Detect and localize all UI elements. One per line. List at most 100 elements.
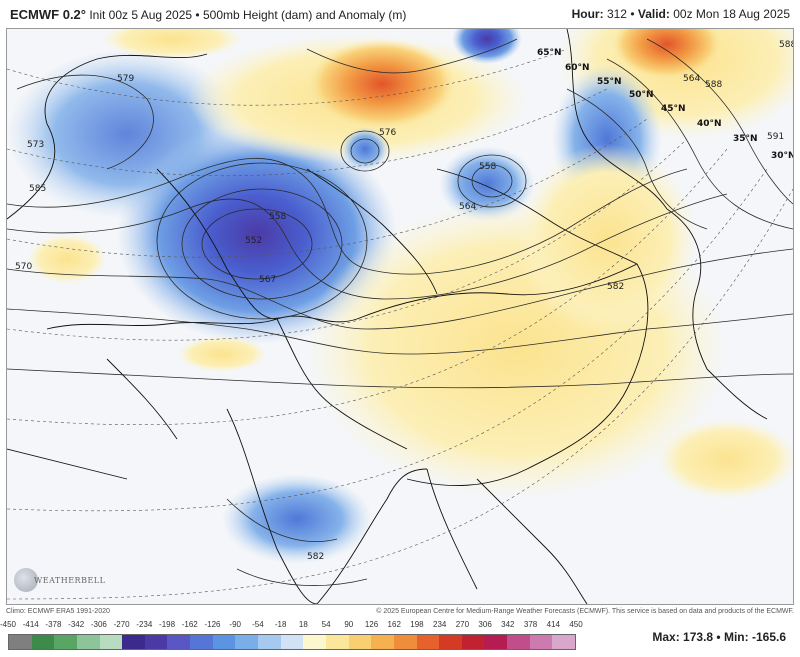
scale-tick-label: -162 (181, 620, 198, 629)
max-label: Max: (652, 630, 680, 644)
color-scale: -450 -414 -378 -342 -306 -270 -234 -198 -162 -126… (0, 620, 583, 654)
scale-tick-label: 378 (523, 620, 538, 629)
scale-swatch (484, 635, 508, 649)
scale-swatch (439, 635, 462, 649)
scale-swatch (31, 635, 55, 649)
max-min-readout: Max: 173.8 • Min: -165.6 (652, 630, 786, 644)
contour-label: 564 (459, 202, 476, 212)
scale-tick-label: 126 (364, 620, 379, 629)
lat-label-35: 35°N (733, 134, 758, 144)
title-separator: • (195, 7, 200, 22)
hour-label: Hour: (571, 7, 604, 21)
valid-separator: • (630, 7, 635, 21)
valid-value: 00z Mon 18 Aug 2025 (673, 7, 790, 21)
scale-tick-label: -126 (204, 620, 221, 629)
contour-label: 582 (607, 282, 624, 292)
scale-tick-label: 450 (569, 620, 583, 629)
scale-tick-label: -378 (45, 620, 62, 629)
lat-label-45: 45°N (661, 104, 686, 114)
contour-label: 588 (705, 80, 722, 90)
contour-label: 585 (29, 184, 46, 194)
scale-tick-label: -198 (159, 620, 176, 629)
scale-tick-label: -306 (90, 620, 107, 629)
contour-label: 558 (479, 162, 496, 172)
scale-swatch (54, 635, 77, 649)
scale-swatch (461, 635, 485, 649)
scale-swatch (348, 635, 372, 649)
max-value: 173.8 (683, 630, 714, 644)
contour-label: 588 (779, 40, 793, 50)
scale-tick-label: 54 (321, 620, 331, 629)
model-name: ECMWF 0.2° (10, 6, 86, 22)
scale-tick-labels: -450 -414 -378 -342 -306 -270 -234 -198 -162 -126… (0, 620, 583, 632)
contour-label: 576 (379, 128, 396, 138)
product-name: 500mb Height (dam) and Anomaly (m) (202, 7, 407, 22)
scale-swatch (393, 635, 417, 649)
height-contours (7, 38, 793, 586)
credits-line: Climo: ECMWF ERA5 1991-2020 © 2025 Europ… (6, 605, 794, 617)
valid-label: Valid: (637, 7, 670, 21)
hour-value: 312 (606, 7, 627, 21)
lat-label-40: 40°N (697, 119, 722, 129)
contour-label: 567 (259, 275, 276, 285)
contour-label: 558 (269, 212, 286, 222)
scale-swatch (167, 635, 191, 649)
lat-label-60: 60°N (565, 63, 590, 73)
map-panel: 65°N 60°N 55°N 50°N 45°N 40°N 35°N 30°N … (6, 28, 794, 605)
scale-bar (8, 634, 576, 650)
scale-tick-label: 234 (432, 620, 447, 629)
scale-swatch (76, 635, 100, 649)
valid-time-info: Hour: 312 • Valid: 00z Mon 18 Aug 2025 (572, 7, 790, 21)
contour-label: 591 (767, 132, 784, 142)
scale-tick-label: -450 (0, 620, 17, 629)
init-time: Init 00z 5 Aug 2025 (89, 7, 193, 22)
min-label: Min: (723, 630, 749, 644)
copyright-credit: © 2025 European Centre for Medium-Range … (376, 607, 794, 615)
weatherbell-logo: WEATHERBELL (14, 568, 105, 594)
contour-labels: 588 585 579 573 570 558 552 564 558 576 … (15, 40, 793, 562)
lat-label-30: 30°N (771, 151, 793, 161)
maxmin-separator: • (716, 630, 721, 644)
lat-label-65: 65°N (537, 48, 562, 58)
scale-swatch (9, 635, 32, 649)
scale-swatch (190, 635, 213, 649)
scale-swatch (371, 635, 394, 649)
map-title: ECMWF 0.2° Init 00z 5 Aug 2025 • 500mb H… (10, 7, 406, 22)
scale-tick-label: 90 (344, 620, 354, 629)
scale-tick-label: -270 (113, 620, 130, 629)
contour-label: 552 (245, 236, 262, 246)
contour-label: 573 (27, 140, 44, 150)
scale-tick-label: 306 (478, 620, 492, 629)
scale-tick-label: -342 (68, 620, 85, 629)
logo-text: WEATHERBELL (34, 576, 106, 585)
lat-label-50: 50°N (629, 90, 654, 100)
globe-icon (14, 568, 38, 592)
anomaly-shading (7, 29, 793, 564)
min-value: -165.6 (751, 630, 786, 644)
scale-tick-label: -414 (22, 620, 39, 629)
scale-swatch (303, 635, 326, 649)
scale-tick-label: 414 (546, 620, 560, 629)
scale-swatch (235, 635, 259, 649)
contour-label: 579 (117, 74, 134, 84)
scale-swatch (144, 635, 168, 649)
contour-label: 564 (683, 74, 700, 84)
scale-swatch (552, 635, 576, 649)
latitude-lines (7, 48, 793, 600)
scale-swatch (122, 635, 145, 649)
scale-swatch (212, 635, 236, 649)
scale-swatch (416, 635, 440, 649)
scale-swatch (325, 635, 349, 649)
header-bar: ECMWF 0.2° Init 00z 5 Aug 2025 • 500mb H… (0, 0, 800, 28)
scale-swatch (529, 635, 553, 649)
lat-label-55: 55°N (597, 77, 622, 87)
scale-tick-label: 270 (455, 620, 470, 629)
scale-tick-label: 342 (501, 620, 515, 629)
scale-tick-label: -54 (252, 620, 264, 629)
contour-label: 582 (307, 552, 324, 562)
contour-label: 570 (15, 262, 32, 272)
scale-tick-label: -90 (229, 620, 241, 629)
scale-tick-label: 18 (298, 620, 308, 629)
scale-tick-label: 198 (410, 620, 424, 629)
climo-credit: Climo: ECMWF ERA5 1991-2020 (6, 607, 110, 615)
